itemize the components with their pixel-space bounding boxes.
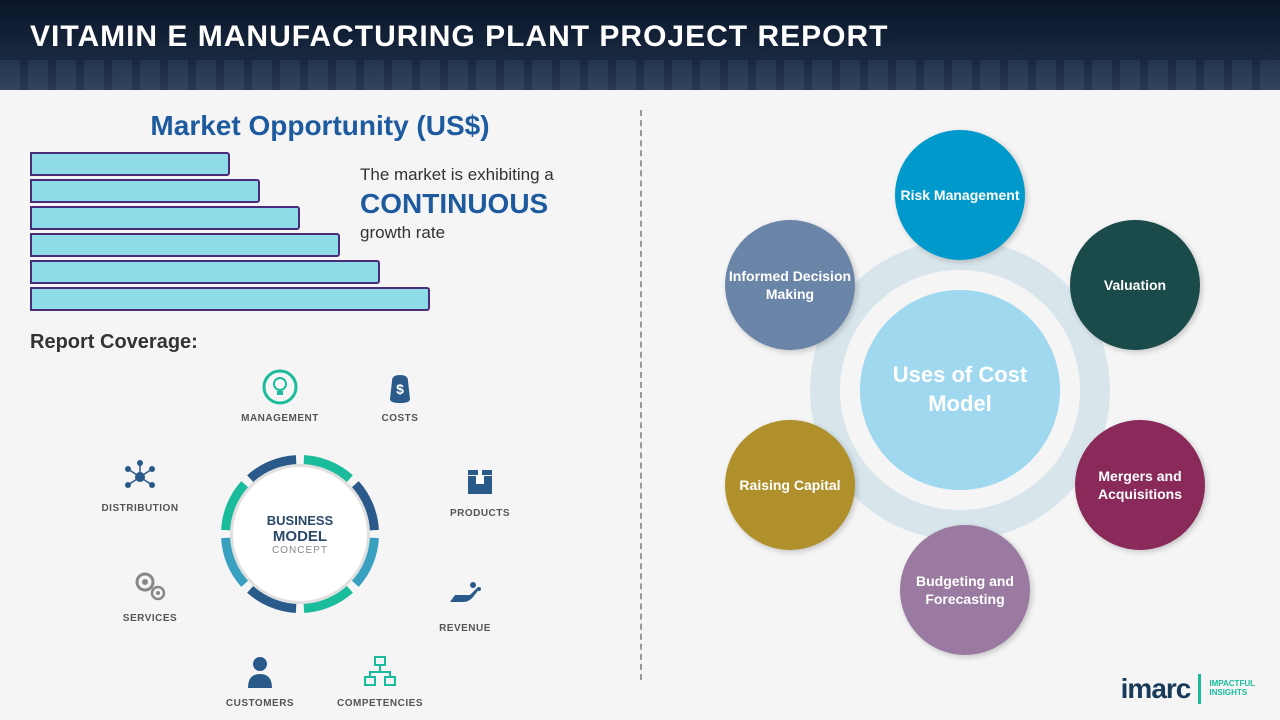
biz-item-label: SERVICES	[95, 613, 205, 624]
bar	[30, 152, 230, 176]
biz-item-customers: CUSTOMERS	[205, 649, 315, 709]
market-title: Market Opportunity (US$)	[30, 110, 610, 142]
circ-node: Valuation	[1070, 220, 1200, 350]
growth-line1: The market is exhibiting a	[360, 165, 554, 184]
circ-node: Budgeting and Forecasting	[900, 525, 1030, 655]
biz-item-services: SERVICES	[95, 564, 205, 624]
biz-item-revenue: REVENUE	[410, 574, 520, 634]
biz-item-label: MANAGEMENT	[225, 413, 335, 424]
divider	[640, 110, 642, 680]
circ-node: Risk Management	[895, 130, 1025, 260]
box-icon	[458, 459, 503, 504]
right-panel: Uses of Cost Model Risk Management Valuat…	[640, 90, 1280, 720]
money-icon: $	[378, 364, 423, 409]
bar	[30, 206, 300, 230]
business-model-center: BUSINESS MODEL CONCEPT	[230, 464, 370, 604]
biz-item-label: DISTRIBUTION	[85, 503, 195, 514]
circ-node: Informed Decision Making	[725, 220, 855, 350]
biz-item-management: MANAGEMENT	[225, 364, 335, 424]
hand-icon	[443, 574, 488, 619]
gears-icon	[128, 564, 173, 609]
biz-item-costs: $ COSTS	[345, 364, 455, 424]
biz-item-label: COMPETENCIES	[325, 698, 435, 709]
report-label: Report Coverage:	[30, 331, 610, 354]
bar	[30, 287, 430, 311]
biz-item-competencies: COMPETENCIES	[325, 649, 435, 709]
content: Market Opportunity (US$) The market is e…	[0, 90, 1280, 720]
biz-item-distribution: DISTRIBUTION	[85, 454, 195, 514]
header: VITAMIN E MANUFACTURING PLANT PROJECT RE…	[0, 0, 1280, 90]
logo-brand: imarc	[1121, 673, 1191, 705]
growth-line2: growth rate	[360, 223, 445, 242]
svg-text:$: $	[396, 381, 404, 397]
bar	[30, 179, 260, 203]
network-icon	[118, 454, 163, 499]
circ-center: Uses of Cost Model	[860, 290, 1060, 490]
growth-big: CONTINUOUS	[360, 188, 554, 220]
logo: imarc IMPACTFUL INSIGHTS	[1121, 673, 1255, 705]
biz-center-l2: MODEL	[273, 528, 327, 545]
biz-item-label: REVENUE	[410, 623, 520, 634]
biz-item-label: PRODUCTS	[425, 508, 535, 519]
biz-item-label: CUSTOMERS	[205, 698, 315, 709]
logo-tagline: IMPACTFUL INSIGHTS	[1209, 680, 1255, 698]
biz-center-l3: CONCEPT	[272, 545, 328, 556]
logo-bar	[1198, 674, 1201, 704]
bar	[30, 233, 340, 257]
circular-diagram: Uses of Cost Model Risk Management Valuat…	[680, 110, 1240, 670]
page-title: VITAMIN E MANUFACTURING PLANT PROJECT RE…	[30, 20, 1250, 54]
biz-center-l1: BUSINESS	[267, 513, 333, 528]
person-icon	[238, 649, 283, 694]
bar	[30, 260, 380, 284]
growth-text: The market is exhibiting a CONTINUOUS gr…	[360, 165, 554, 243]
business-model-diagram: BUSINESS MODEL CONCEPT MANAGEMENT $ COSTS P…	[30, 364, 610, 704]
circ-node: Mergers and Acquisitions	[1075, 420, 1205, 550]
bulb-icon	[258, 364, 303, 409]
biz-item-label: COSTS	[345, 413, 455, 424]
org-icon	[358, 649, 403, 694]
biz-item-products: PRODUCTS	[425, 459, 535, 519]
logo-tag2: INSIGHTS	[1209, 689, 1255, 698]
left-panel: Market Opportunity (US$) The market is e…	[0, 90, 640, 720]
circ-node: Raising Capital	[725, 420, 855, 550]
